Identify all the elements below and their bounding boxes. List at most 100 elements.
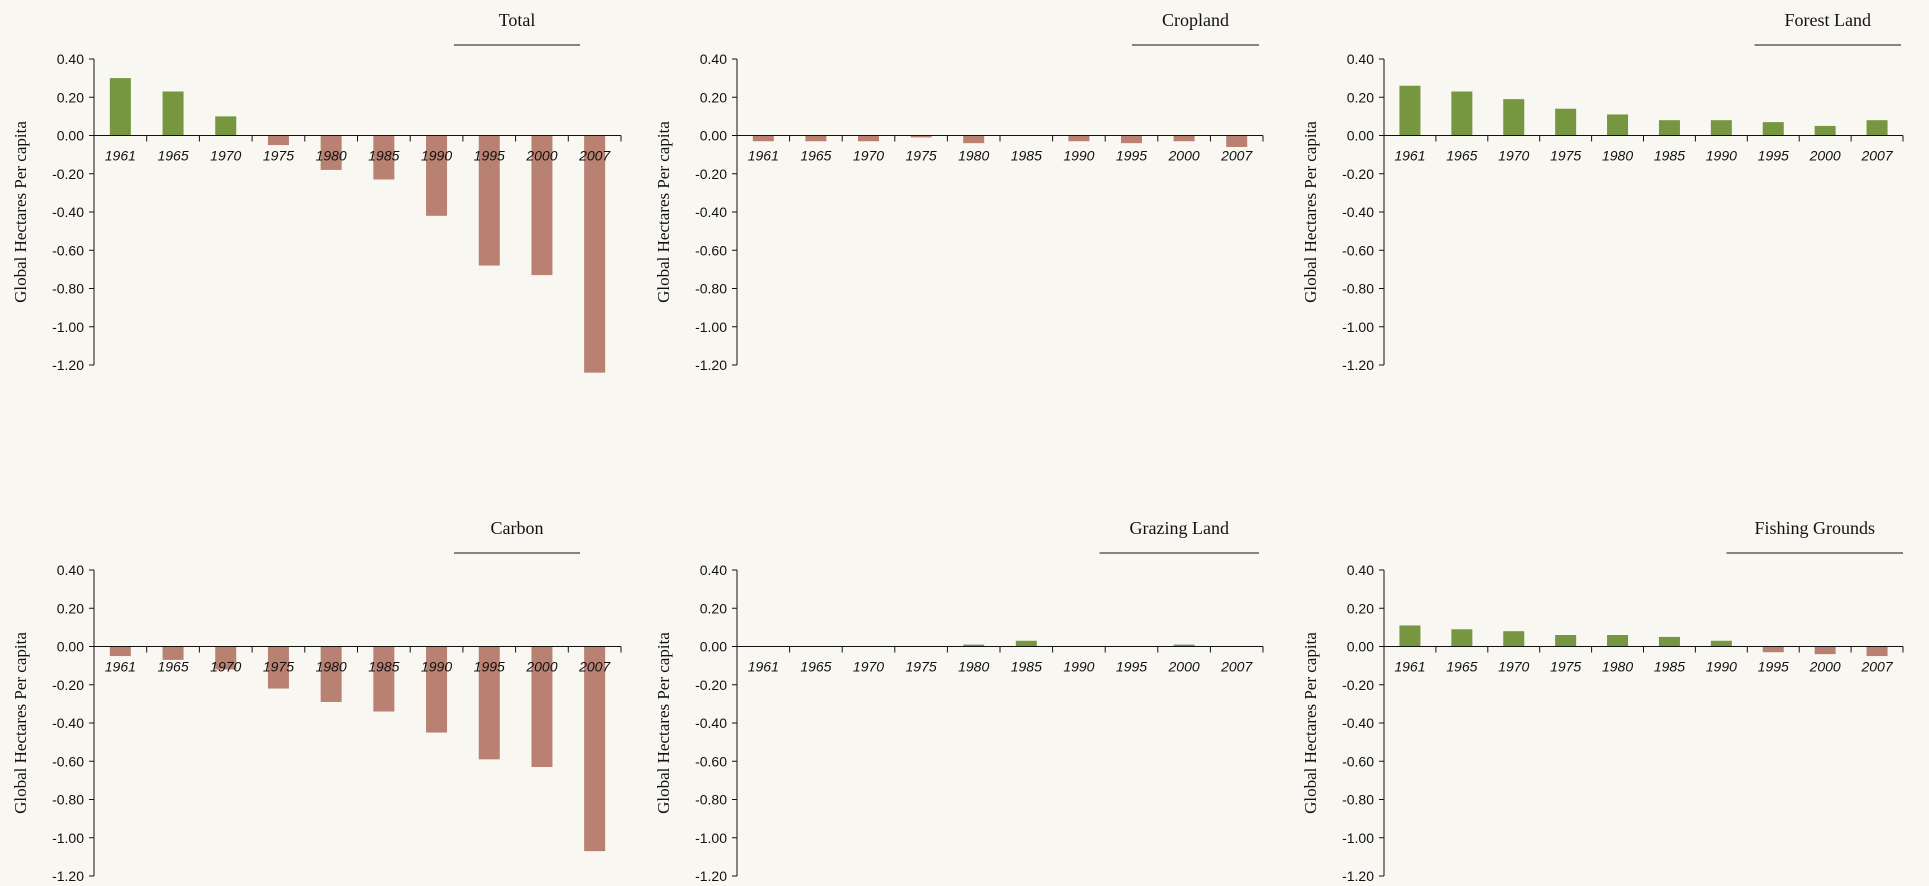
chart-title: Total xyxy=(499,10,536,30)
chart-title: Forest Land xyxy=(1785,10,1871,30)
bar-1980 xyxy=(963,135,985,144)
bar-2000 xyxy=(1814,646,1836,655)
y-tick-label: -0.60 xyxy=(695,242,727,258)
bar-1985 xyxy=(1015,640,1037,647)
x-tick-label: 1975 xyxy=(263,659,294,675)
x-tick-label: 2007 xyxy=(578,659,611,675)
x-tick-label: 1980 xyxy=(1602,659,1633,675)
x-tick-label: 1985 xyxy=(368,659,399,675)
y-tick-label: -0.60 xyxy=(1342,753,1374,769)
y-tick-label: -0.60 xyxy=(52,753,84,769)
bar-1985 xyxy=(1658,120,1680,136)
bar-1990 xyxy=(426,135,448,216)
bar-1975 xyxy=(1555,108,1577,136)
bar-1965 xyxy=(805,135,827,142)
x-tick-label: 1965 xyxy=(800,148,831,164)
y-tick-label: -1.00 xyxy=(695,830,727,846)
chart-panel: Forest Land Global Hectares Per capita 0.4… xyxy=(1301,10,1904,373)
y-tick-label: 0.40 xyxy=(700,562,727,578)
y-tick-label: 0.00 xyxy=(1347,128,1374,144)
y-axis-label: Global Hectares Per capita xyxy=(11,121,30,303)
x-tick-label: 1965 xyxy=(157,659,188,675)
y-tick-label: 0.40 xyxy=(700,51,727,67)
x-tick-label: 1965 xyxy=(1446,659,1477,675)
y-tick-label: 0.20 xyxy=(57,600,84,616)
y-tick-label: -1.00 xyxy=(1342,830,1374,846)
x-tick-label: 1970 xyxy=(210,659,241,675)
x-tick-label: 2000 xyxy=(525,659,557,675)
x-tick-label: 1995 xyxy=(1116,659,1147,675)
y-tick-label: -0.40 xyxy=(1342,204,1374,220)
bar-2000 xyxy=(1814,125,1836,136)
y-tick-label: -0.40 xyxy=(52,204,84,220)
bar-1965 xyxy=(162,646,184,660)
chart-panel: Total Global Hectares Per capita 0.40 0.20 0… xyxy=(11,10,622,373)
y-tick-label: 0.40 xyxy=(1347,562,1374,578)
x-tick-label: 1975 xyxy=(906,659,937,675)
y-tick-label: -0.80 xyxy=(695,281,727,297)
bar-1961 xyxy=(752,135,774,142)
y-tick-label: 0.20 xyxy=(700,89,727,105)
y-tick-label: -0.20 xyxy=(1342,677,1374,693)
x-tick-label: 1970 xyxy=(853,659,884,675)
bar-2000 xyxy=(531,135,553,276)
x-tick-label: 1975 xyxy=(906,148,937,164)
bar-1990 xyxy=(1710,640,1732,647)
y-tick-label: 0.00 xyxy=(57,639,84,655)
x-tick-label: 1965 xyxy=(1446,148,1477,164)
bar-2007 xyxy=(584,135,606,373)
y-tick-label: -0.40 xyxy=(52,715,84,731)
y-tick-label: -0.60 xyxy=(695,753,727,769)
x-tick-label: 2007 xyxy=(578,148,611,164)
bar-1961 xyxy=(1399,625,1421,647)
x-tick-label: 1970 xyxy=(1498,659,1529,675)
bar-2007 xyxy=(1866,646,1888,657)
bar-1980 xyxy=(1607,114,1629,136)
bar-1975 xyxy=(267,646,289,689)
bar-2007 xyxy=(1226,135,1248,147)
bar-1961 xyxy=(1399,85,1421,136)
bar-1995 xyxy=(1121,135,1142,144)
bar-1970 xyxy=(215,646,237,670)
y-tick-label: -0.80 xyxy=(1342,281,1374,297)
x-tick-label: 1985 xyxy=(1654,659,1685,675)
x-tick-label: 1995 xyxy=(474,148,505,164)
y-tick-label: -0.80 xyxy=(1342,792,1374,808)
bar-1961 xyxy=(109,646,131,657)
chart-title: Cropland xyxy=(1162,10,1229,30)
chart-title: Carbon xyxy=(491,518,544,538)
y-tick-label: -0.60 xyxy=(1342,242,1374,258)
y-tick-label: -0.40 xyxy=(695,204,727,220)
bar-1995 xyxy=(1762,122,1784,136)
bar-1975 xyxy=(1555,635,1577,647)
x-tick-label: 1985 xyxy=(368,148,399,164)
y-tick-label: -1.20 xyxy=(1342,868,1374,884)
chart-panel: Carbon Global Hectares Per capita 0.40 0.20… xyxy=(11,518,622,884)
y-tick-label: -1.20 xyxy=(52,357,84,373)
x-tick-label: 1990 xyxy=(1706,659,1737,675)
y-tick-label: -1.00 xyxy=(52,830,84,846)
x-tick-label: 1985 xyxy=(1011,148,1042,164)
y-tick-label: 0.40 xyxy=(1347,51,1374,67)
bar-1965 xyxy=(1451,629,1473,647)
x-tick-label: 1975 xyxy=(1550,659,1581,675)
y-tick-label: -0.80 xyxy=(695,792,727,808)
x-tick-label: 2007 xyxy=(1220,148,1253,164)
x-tick-label: 1985 xyxy=(1011,659,1042,675)
x-tick-label: 1965 xyxy=(800,659,831,675)
x-tick-label: 1961 xyxy=(748,148,779,164)
x-tick-label: 1980 xyxy=(1602,148,1633,164)
bar-1995 xyxy=(1762,646,1784,653)
bar-2007 xyxy=(1866,120,1888,136)
x-tick-label: 2000 xyxy=(1809,148,1841,164)
y-tick-label: -0.60 xyxy=(52,242,84,258)
bar-1975 xyxy=(267,135,289,146)
y-axis-label: Global Hectares Per capita xyxy=(654,632,673,814)
y-tick-label: -0.20 xyxy=(1342,166,1374,182)
x-tick-label: 1980 xyxy=(316,659,347,675)
y-tick-label: 0.20 xyxy=(57,89,84,105)
chart-panel: Cropland Global Hectares Per capita 0.40 0.… xyxy=(654,10,1264,373)
x-tick-label: 1980 xyxy=(958,148,989,164)
bar-1965 xyxy=(1451,91,1473,136)
y-tick-label: 0.40 xyxy=(57,51,84,67)
